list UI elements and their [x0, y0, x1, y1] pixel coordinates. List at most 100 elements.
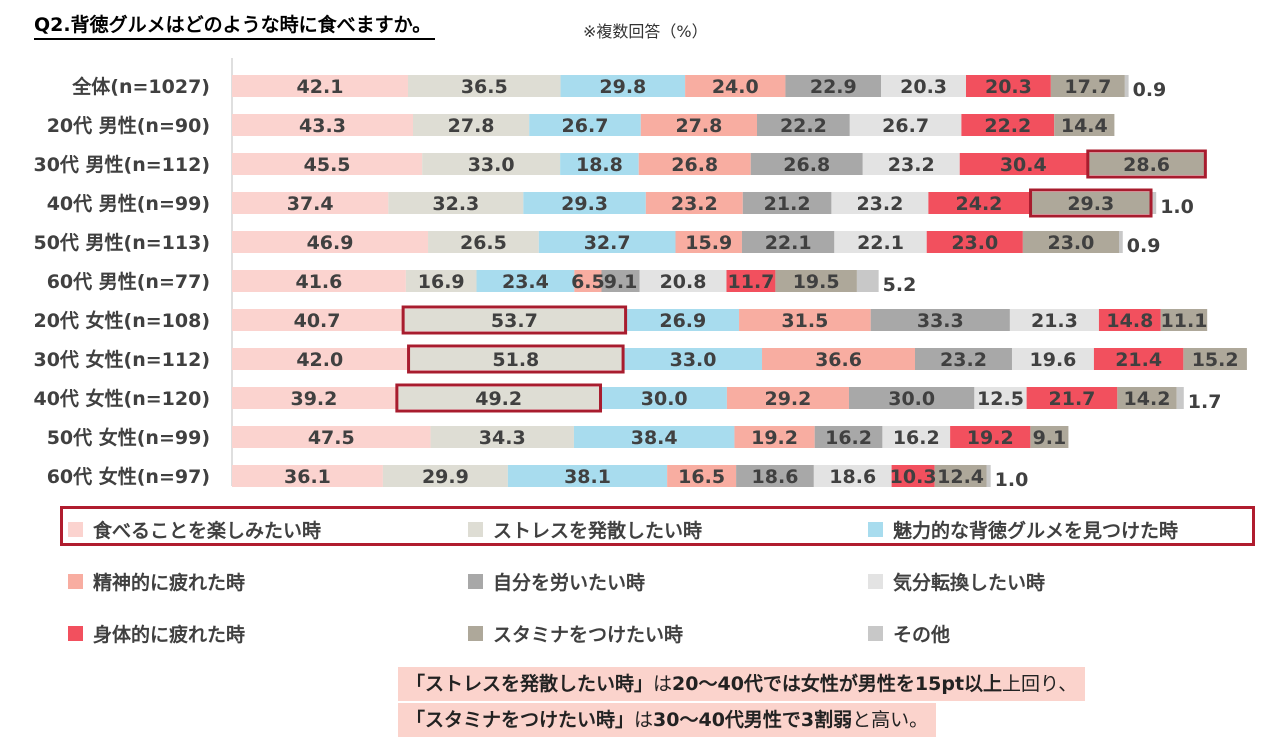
data-label: 33.0 [468, 154, 515, 176]
data-label: 27.8 [448, 115, 495, 137]
bar-segment [402, 309, 627, 331]
legend-swatch [468, 574, 483, 589]
data-label: 22.1 [765, 232, 812, 254]
data-label: 5.2 [883, 274, 917, 296]
bar-segment [1176, 387, 1184, 409]
bar-segment [814, 426, 883, 448]
bar-segment [726, 270, 776, 292]
note-line-1: 「ストレスを発散したい時」は20～40代では女性が男性を15pt以上上回り、 [398, 667, 1086, 701]
legend-swatch [468, 522, 483, 537]
data-label: 20.8 [660, 271, 707, 293]
bar-segment [891, 465, 935, 487]
data-label: 38.4 [631, 427, 678, 449]
bar-segment [640, 114, 758, 136]
data-label: 42.0 [296, 349, 343, 371]
bar-segment [785, 75, 882, 97]
legend-item: 魅力的な背徳グルメを見つけた時 [868, 516, 1178, 543]
note-line-2: 「スタミナをつけたい時」は30～40代男性で3割弱と高い。 [398, 703, 937, 737]
bar-segment [1093, 348, 1184, 370]
data-label: 22.2 [984, 115, 1031, 137]
data-label: 24.0 [712, 76, 759, 98]
stacked-bar-chart: 全体(n=1027) 42.1 36.5 29.8 24.0 22.9 20.3 20.3 17… [33, 58, 1247, 491]
legend-swatch [468, 626, 483, 641]
data-label: 19.2 [967, 427, 1014, 449]
bar-segment [1118, 231, 1123, 253]
bar-segment [775, 270, 857, 292]
bar-segment [667, 465, 737, 487]
bar-segment [741, 231, 835, 253]
data-label: 18.8 [576, 154, 623, 176]
bar-segment [928, 192, 1030, 214]
bar-segment [624, 348, 763, 370]
bar-segment [388, 192, 524, 214]
data-label: 16.2 [825, 427, 872, 449]
data-label: 53.7 [491, 310, 538, 332]
data-label: 18.6 [752, 466, 799, 488]
data-label: 9.1 [604, 271, 638, 293]
legend-swatch [68, 574, 83, 589]
data-label: 29.9 [422, 466, 469, 488]
bar-segment [934, 465, 987, 487]
legend-label: 自分を労いたい時 [493, 572, 646, 594]
bar-segment [639, 270, 727, 292]
bar-segment [834, 231, 927, 253]
data-label: 33.0 [670, 349, 717, 371]
data-label: 19.5 [793, 271, 840, 293]
data-label: 34.3 [479, 427, 526, 449]
bar-segment [849, 114, 962, 136]
bar-segment [476, 270, 575, 292]
bar-segment [232, 75, 408, 97]
bar-segment [1029, 192, 1153, 214]
chart-subtitle: ※複数回答（%） [583, 22, 708, 41]
bar-segment [736, 465, 814, 487]
bar-segment [232, 231, 429, 253]
bar-segment [232, 153, 423, 175]
data-label: 0.9 [1127, 235, 1161, 257]
data-label: 42.1 [297, 76, 344, 98]
data-label: 29.8 [599, 76, 646, 98]
data-label: 29.3 [561, 193, 608, 215]
data-label: 37.4 [287, 193, 334, 215]
data-label: 23.2 [856, 193, 903, 215]
data-label: 30.0 [641, 388, 688, 410]
data-label: 1.0 [1160, 196, 1194, 218]
legend-item: ストレスを発散したい時 [468, 516, 702, 543]
bar-segment [601, 387, 727, 409]
data-label: 27.8 [675, 115, 722, 137]
bar-segment [881, 75, 967, 97]
note-emphasis: 「スタミナをつけたい時」 [406, 709, 635, 731]
data-label: 12.5 [977, 388, 1024, 410]
bar-segment [675, 231, 742, 253]
category-label: 50代 女性(n=99) [47, 426, 210, 449]
data-label: 26.8 [783, 154, 830, 176]
bar-segment [1011, 348, 1094, 370]
bar-segment [986, 465, 991, 487]
data-label: 23.2 [888, 154, 935, 176]
note-text: 上回り、 [1002, 673, 1078, 695]
bar-segment [574, 270, 602, 292]
legend-label: 身体的に疲れた時 [93, 624, 246, 646]
legend-item: その他 [868, 620, 950, 647]
data-label: 47.5 [308, 427, 355, 449]
category-label: 40代 女性(n=120) [33, 387, 210, 410]
bar-segment [232, 114, 413, 136]
category-label: 40代 男性(n=99) [47, 192, 210, 215]
legend-swatch [868, 522, 883, 537]
data-label: 43.3 [299, 115, 346, 137]
data-label: 22.9 [810, 76, 857, 98]
data-label: 1.0 [995, 469, 1029, 491]
data-label: 9.1 [1033, 427, 1067, 449]
data-label: 14.2 [1124, 388, 1171, 410]
data-label: 22.1 [857, 232, 904, 254]
legend-label: ストレスを発散したい時 [493, 520, 703, 542]
data-label: 23.0 [1047, 232, 1094, 254]
bar-segment [739, 309, 871, 331]
data-label: 46.9 [307, 232, 354, 254]
bar-segment [1117, 387, 1177, 409]
bar-segment [1183, 348, 1247, 370]
legend-item: 自分を労いたい時 [468, 568, 645, 595]
data-label: 16.2 [893, 427, 940, 449]
data-label: 21.2 [764, 193, 811, 215]
category-label: 30代 女性(n=112) [33, 348, 210, 371]
bar-segment [726, 387, 849, 409]
